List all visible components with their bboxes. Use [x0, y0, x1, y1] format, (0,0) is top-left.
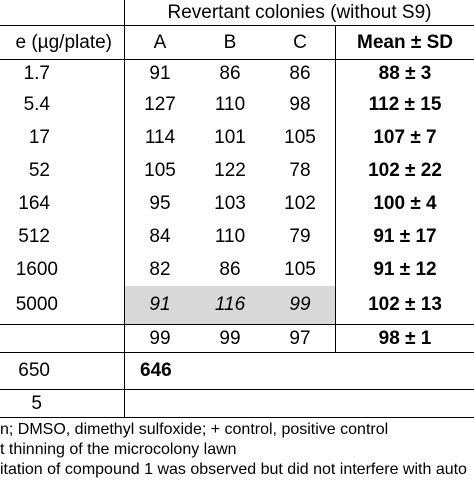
value-b: 86 [219, 258, 241, 280]
value-c: 105 [284, 258, 316, 280]
rule-after-control [0, 352, 474, 353]
dose-cell: 52 [28, 159, 50, 181]
dose-cell: 512 [18, 225, 50, 247]
plate-a-header: A [153, 31, 167, 53]
footnote-precipitation: itation of compound 1 was observed but d… [0, 461, 467, 478]
dose-cell: 5.4 [23, 93, 50, 115]
value-c: 102 [284, 192, 316, 214]
mean-sd: 102 ± 13 [368, 294, 442, 315]
dose-cell: 17 [28, 126, 50, 148]
dose-cell: 5 [31, 392, 42, 414]
dose-cell: 650 [18, 360, 50, 381]
rule-col-mean [335, 25, 336, 352]
value-c: 78 [289, 159, 311, 181]
mean-sd: 112 ± 15 [368, 93, 442, 115]
group-header: Revertant colonies (without S9) [167, 1, 432, 23]
value-c: 98 [289, 93, 311, 115]
mean-sd: 91 ± 17 [373, 225, 437, 247]
value-a: 127 [144, 93, 176, 115]
value-a: 91 [149, 62, 171, 84]
dose-cell: 164 [18, 192, 50, 214]
value-a: 84 [149, 225, 171, 247]
mean-sd: 98 ± 1 [378, 327, 432, 349]
value-c: 79 [289, 225, 311, 247]
mean-sd: 88 ± 3 [378, 62, 432, 84]
rule-header-bottom [0, 59, 474, 60]
value-b: 86 [219, 62, 241, 84]
mean-sd: 102 ± 22 [368, 159, 442, 181]
value-c: 97 [289, 327, 311, 349]
rule-table-bottom [0, 417, 474, 418]
footnote-thinning: t thinning of the microcolony lawn [0, 441, 237, 458]
value-b: 122 [214, 159, 246, 181]
value-a: 105 [144, 159, 176, 181]
value-a: 82 [149, 258, 171, 280]
value-a: 99 [149, 327, 171, 349]
dose-cell: 5000 [15, 294, 58, 315]
value-b: 101 [214, 126, 246, 148]
mean-sd: 100 ± 4 [373, 192, 437, 214]
mean-sd-header: Mean ± SD [357, 31, 453, 53]
value-c: 105 [284, 126, 316, 148]
value-b: 110 [214, 93, 246, 115]
value-a: 91 [149, 294, 171, 315]
highlight-band [125, 286, 335, 324]
dose-cell: 1600 [15, 258, 58, 280]
mean-sd: 107 ± 7 [373, 126, 437, 148]
value-b: 103 [214, 192, 246, 214]
positive-count: 646 [140, 360, 172, 381]
value-c: 86 [289, 62, 311, 84]
value-b: 116 [214, 294, 246, 315]
rule-header-top [0, 25, 474, 26]
mean-sd: 91 ± 12 [373, 258, 437, 280]
value-a: 114 [144, 126, 176, 148]
rule-before-control [0, 324, 474, 325]
value-a: 95 [149, 192, 171, 214]
value-b: 110 [214, 225, 246, 247]
footnote-abbreviations: n; DMSO, dimethyl sulfoxide; + control, … [0, 421, 389, 438]
value-c: 99 [289, 294, 311, 315]
plate-c-header: C [293, 31, 307, 53]
value-b: 99 [219, 327, 241, 349]
dose-column-header: e (µg/plate) [15, 31, 113, 53]
rule-col-dose [124, 0, 125, 417]
dose-cell: 1.7 [23, 62, 50, 84]
rule-after-650 [0, 389, 474, 390]
plate-b-header: B [223, 31, 237, 53]
